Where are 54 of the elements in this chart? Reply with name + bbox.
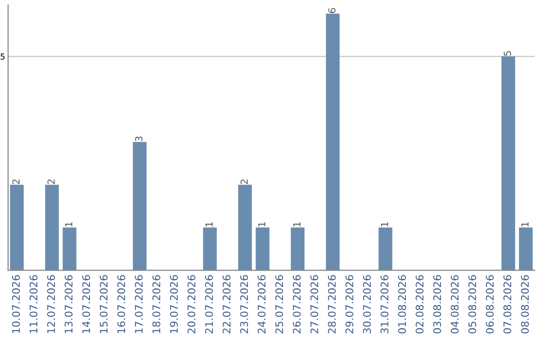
bar — [203, 228, 217, 270]
data-label: 2 — [240, 180, 248, 184]
data-label: 1 — [521, 222, 529, 226]
data-label: 6 — [328, 8, 336, 13]
x-tick-label: 14.07.2026 — [82, 275, 90, 333]
x-tick-label: 04.08.2026 — [450, 275, 459, 334]
data-label: 2 — [47, 180, 55, 184]
x-tick-label: 18.07.2026 — [152, 275, 160, 333]
bar — [62, 228, 76, 270]
x-tick-label: 22.07.2026 — [222, 275, 230, 334]
x-tick-label: 24.07.2026 — [258, 275, 266, 334]
data-label: 2 — [12, 180, 20, 184]
bar — [132, 142, 147, 270]
bar — [238, 184, 252, 270]
data-label: 5 — [504, 51, 512, 56]
x-tick-label: 29.07.2026 — [345, 275, 354, 334]
x-tick-label: 30.07.2026 — [363, 275, 371, 334]
data-label: 1 — [293, 222, 300, 226]
data-label: 3 — [135, 136, 143, 142]
x-tick-label: 19.07.2026 — [170, 275, 178, 333]
x-tick-label: 01.08.2026 — [398, 275, 406, 334]
x-tick-label: 15.07.2026 — [100, 275, 108, 333]
x-tick-label: 10.07.2026 — [12, 275, 20, 333]
x-tick-label: 12.07.2026 — [47, 275, 55, 333]
x-tick-label: 28.07.2026 — [328, 275, 336, 334]
data-label: 1 — [381, 222, 388, 226]
data-label: 1 — [258, 222, 266, 226]
x-tick-label: 23.07.2026 — [240, 275, 248, 334]
x-tick-label: 27.07.2026 — [310, 275, 318, 334]
bar — [501, 56, 516, 270]
x-tick-label: 02.08.2026 — [416, 275, 424, 334]
data-label: 1 — [206, 222, 213, 226]
bar — [378, 228, 392, 270]
x-tick-label: 26.07.2026 — [292, 275, 301, 334]
x-tick-label: 03.08.2026 — [433, 275, 442, 334]
bar — [256, 228, 270, 270]
x-tick-label: 20.07.2026 — [188, 275, 196, 334]
bar — [290, 228, 305, 270]
x-tick-label: 11.07.2026 — [30, 275, 38, 333]
bar — [518, 228, 533, 270]
x-tick-label: 25.07.2026 — [275, 275, 284, 334]
x-tick-label: 21.07.2026 — [205, 275, 213, 334]
x-tick-label: 31.07.2026 — [380, 275, 388, 334]
bar — [45, 184, 59, 270]
bar — [10, 184, 24, 270]
x-tick-label: 08.08.2026 — [520, 275, 529, 334]
x-tick-label: 17.07.2026 — [134, 275, 143, 333]
bar — [326, 14, 340, 270]
x-tick-label: 05.08.2026 — [468, 275, 476, 334]
x-tick-label: 16.07.2026 — [117, 275, 126, 333]
x-tick-label: 07.08.2026 — [503, 275, 512, 334]
x-tick-label: 13.07.2026 — [64, 275, 73, 333]
x-tick-label: 06.08.2026 — [486, 275, 494, 334]
data-label: 1 — [65, 222, 72, 226]
